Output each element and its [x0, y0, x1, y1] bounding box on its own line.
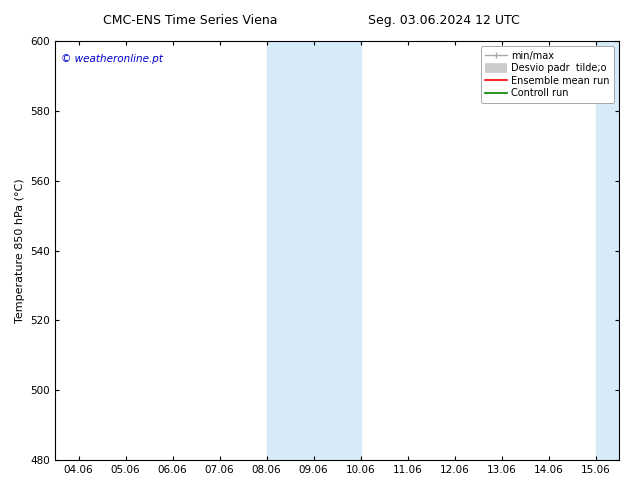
Y-axis label: Temperature 850 hPa (°C): Temperature 850 hPa (°C): [15, 178, 25, 323]
Text: CMC-ENS Time Series Viena: CMC-ENS Time Series Viena: [103, 14, 278, 27]
Bar: [595, 41, 634, 460]
Text: Seg. 03.06.2024 12 UTC: Seg. 03.06.2024 12 UTC: [368, 14, 520, 27]
Text: © weatheronline.pt: © weatheronline.pt: [61, 53, 163, 64]
Legend: min/max, Desvio padr  tilde;o, Ensemble mean run, Controll run: min/max, Desvio padr tilde;o, Ensemble m…: [481, 46, 614, 103]
Bar: [267, 41, 361, 460]
